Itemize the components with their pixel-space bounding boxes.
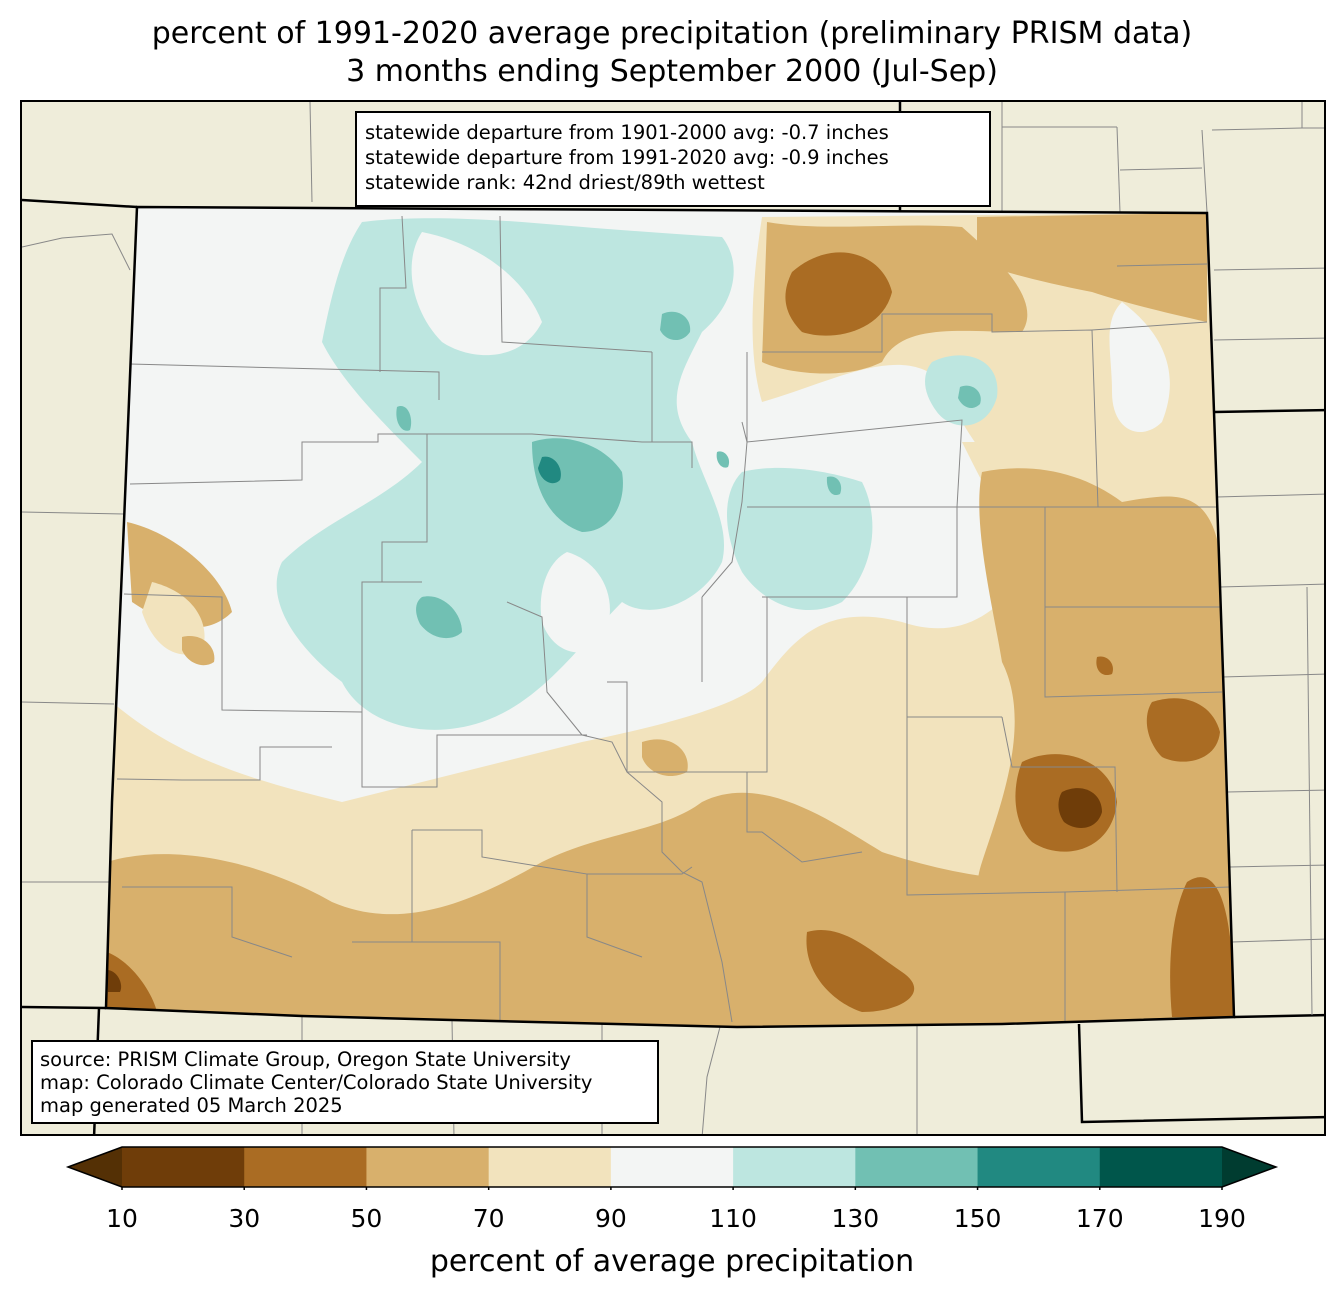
colorbar-tick-label: 150: [953, 1204, 1002, 1233]
statewide-rank: statewide rank: 42nd driest/89th wettest: [365, 171, 765, 194]
generated-date-line: map generated 05 March 2025: [40, 1094, 343, 1117]
colorbar-tick-label: 70: [472, 1204, 505, 1233]
map-credit-line: map: Colorado Climate Center/Colorado St…: [40, 1071, 593, 1094]
colorbar-bin-50-70: [366, 1147, 490, 1187]
precipitation-field: [106, 207, 1234, 1027]
colorbar-bin-70-90: [488, 1147, 612, 1187]
colorbar-tick-label: 130: [831, 1204, 880, 1233]
colorbar-tick-label: 190: [1198, 1204, 1246, 1233]
colorbar-bin-10-30: [122, 1147, 245, 1187]
source-box: source: PRISM Climate Group, Oregon Stat…: [31, 1040, 659, 1124]
colorbar-bin-110-130: [733, 1147, 856, 1187]
state-border: [104, 205, 1236, 1029]
colorbar-extend-low: [68, 1147, 122, 1187]
colorbar: [65, 1146, 1279, 1190]
colorbar-tick-label: 30: [228, 1204, 261, 1233]
departure-1901-2000: statewide departure from 1901-2000 avg: …: [365, 121, 889, 144]
colorbar-tick-label: 110: [709, 1204, 757, 1233]
colorbar-tick-label: 50: [350, 1204, 383, 1233]
map-title: percent of 1991-2020 average precipitati…: [151, 16, 1193, 51]
colorbar-tick-label: 90: [594, 1204, 627, 1233]
colorbar-bin-30-50: [244, 1147, 367, 1187]
colorbar-label: percent of average precipitation: [429, 1244, 915, 1279]
colorbar-extend-high: [1222, 1147, 1276, 1187]
colorbar-tick-label: 170: [1075, 1204, 1124, 1233]
colorbar-bin-130-150: [855, 1147, 979, 1187]
statewide-stats-box: statewide departure from 1901-2000 avg: …: [355, 111, 991, 207]
map-subtitle: 3 months ending September 2000 (Jul-Sep): [346, 54, 998, 89]
colorbar-bin-90-110: [610, 1147, 734, 1187]
departure-1991-2020: statewide departure from 1991-2020 avg: …: [365, 146, 889, 169]
colorbar-bin-150-170: [977, 1147, 1101, 1187]
precipitation-map: [20, 100, 1326, 1136]
map-canvas: [22, 102, 1324, 1134]
colorbar-bin-170-190: [1099, 1147, 1223, 1187]
county-lines: [116, 215, 1233, 1023]
source-line: source: PRISM Climate Group, Oregon Stat…: [40, 1048, 571, 1071]
colorbar-tick-label: 10: [106, 1204, 138, 1233]
